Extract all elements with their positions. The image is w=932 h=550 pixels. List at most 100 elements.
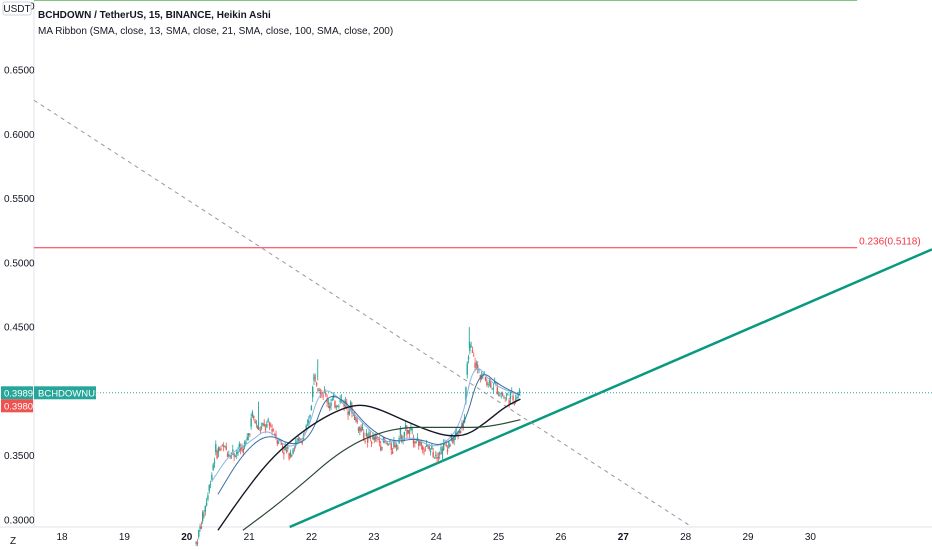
candle-body <box>419 442 421 444</box>
candle-body <box>424 449 427 451</box>
time-tick-label: 27 <box>618 532 630 543</box>
candle-body <box>473 355 475 357</box>
candle-body <box>249 433 251 435</box>
candle-body <box>317 388 319 391</box>
candle-body <box>433 457 436 459</box>
candle-body <box>503 395 505 397</box>
candle-body <box>228 454 230 457</box>
candle-body <box>339 400 341 403</box>
candle-body <box>289 452 292 456</box>
candle-body <box>401 435 403 442</box>
candle-body <box>370 442 373 444</box>
candle-body <box>399 429 402 435</box>
candle-body <box>266 423 268 428</box>
candle-body <box>359 427 361 431</box>
candle-body <box>366 436 369 443</box>
candle-body <box>246 436 248 440</box>
candle-body <box>427 445 429 447</box>
candle-body <box>355 418 357 421</box>
candle-body <box>499 393 501 395</box>
candle-body <box>233 453 235 457</box>
candle-body <box>253 416 255 418</box>
candle-body <box>501 393 504 395</box>
candle-body <box>436 457 438 459</box>
fib-retracement[interactable]: 0.382(0.7041) 0.236(0.5118) <box>34 0 921 249</box>
candle-body <box>204 506 207 512</box>
trendlines[interactable] <box>33 99 932 529</box>
candle-body <box>372 435 374 440</box>
candle-body <box>446 449 449 452</box>
candle-body <box>407 430 409 433</box>
candle-body <box>271 428 273 432</box>
candle-body <box>412 437 415 444</box>
indicator-legend[interactable]: MA Ribbon (SMA, close, 13, SMA, close, 2… <box>38 26 393 37</box>
candle-body <box>514 399 517 402</box>
candle-body <box>421 446 424 450</box>
candle-body <box>336 406 339 407</box>
candle-body <box>255 422 258 424</box>
candle-body <box>474 362 476 369</box>
timezone-button[interactable]: Z <box>10 536 16 547</box>
candle-body <box>212 464 214 470</box>
ma-line-ma100 <box>217 398 521 531</box>
candle-body <box>329 406 331 409</box>
candle-body <box>487 384 489 385</box>
candle-body <box>391 451 394 454</box>
candle-body <box>414 442 416 443</box>
candle-body <box>356 420 358 423</box>
candle-body <box>374 436 377 440</box>
candle-body <box>263 424 265 426</box>
candle-body <box>279 439 281 441</box>
candle-body <box>237 451 239 453</box>
candle-body <box>298 438 301 439</box>
candle-body <box>325 393 327 396</box>
candle-body <box>234 456 237 458</box>
candle-body <box>308 420 310 423</box>
candle-body <box>378 441 381 443</box>
candle-body <box>360 428 362 432</box>
candle-body <box>471 350 474 353</box>
candle-body <box>215 444 217 452</box>
candle-body <box>245 441 247 444</box>
candle-body <box>442 443 445 451</box>
candle-body <box>301 441 303 444</box>
candle-body <box>497 395 500 397</box>
symbol-tag <box>34 386 96 400</box>
candle-body <box>300 438 302 441</box>
currency-badge[interactable] <box>2 1 32 16</box>
candle-body <box>408 431 411 435</box>
time-scale[interactable]: 18 19 20 21 22 23 24 25 26 27 28 29 30 <box>57 532 817 543</box>
candle-body <box>217 447 220 453</box>
candle-body <box>404 424 407 429</box>
candle-series <box>195 327 521 547</box>
candle-body <box>454 432 457 435</box>
candle-body <box>222 445 225 447</box>
symbol-title[interactable]: BCHDOWN / TetherUS, 15, BINANCE, Heikin … <box>38 10 271 21</box>
candle-body <box>334 401 336 408</box>
candle-body <box>306 423 309 425</box>
ma-line-ma13 <box>211 368 521 482</box>
price-tick-label: 0.6000 <box>4 130 35 141</box>
candle-body <box>270 425 272 427</box>
price-tick-label: 0.5000 <box>4 258 35 269</box>
candle-body <box>361 426 364 431</box>
time-tick-label: 21 <box>244 532 256 543</box>
candle-body <box>305 425 307 429</box>
candle-body <box>211 474 213 480</box>
candle-body <box>495 382 497 384</box>
candle-body <box>357 427 360 431</box>
candle-body <box>196 542 199 545</box>
candle-body <box>480 375 483 379</box>
candle-body <box>208 485 210 492</box>
candle-body <box>491 388 493 390</box>
candle-body <box>467 356 470 360</box>
time-tick-label: 22 <box>306 532 318 543</box>
candle-body <box>423 451 425 453</box>
candle-body <box>466 363 468 375</box>
candle-body <box>195 542 197 544</box>
candle-body <box>509 391 512 399</box>
price-scale[interactable]: 0.70000.65000.60000.55000.50000.45000.35… <box>4 1 35 526</box>
time-tick-label: 30 <box>805 532 817 543</box>
fib-level-label: 0.382(0.7041) <box>859 0 921 1</box>
